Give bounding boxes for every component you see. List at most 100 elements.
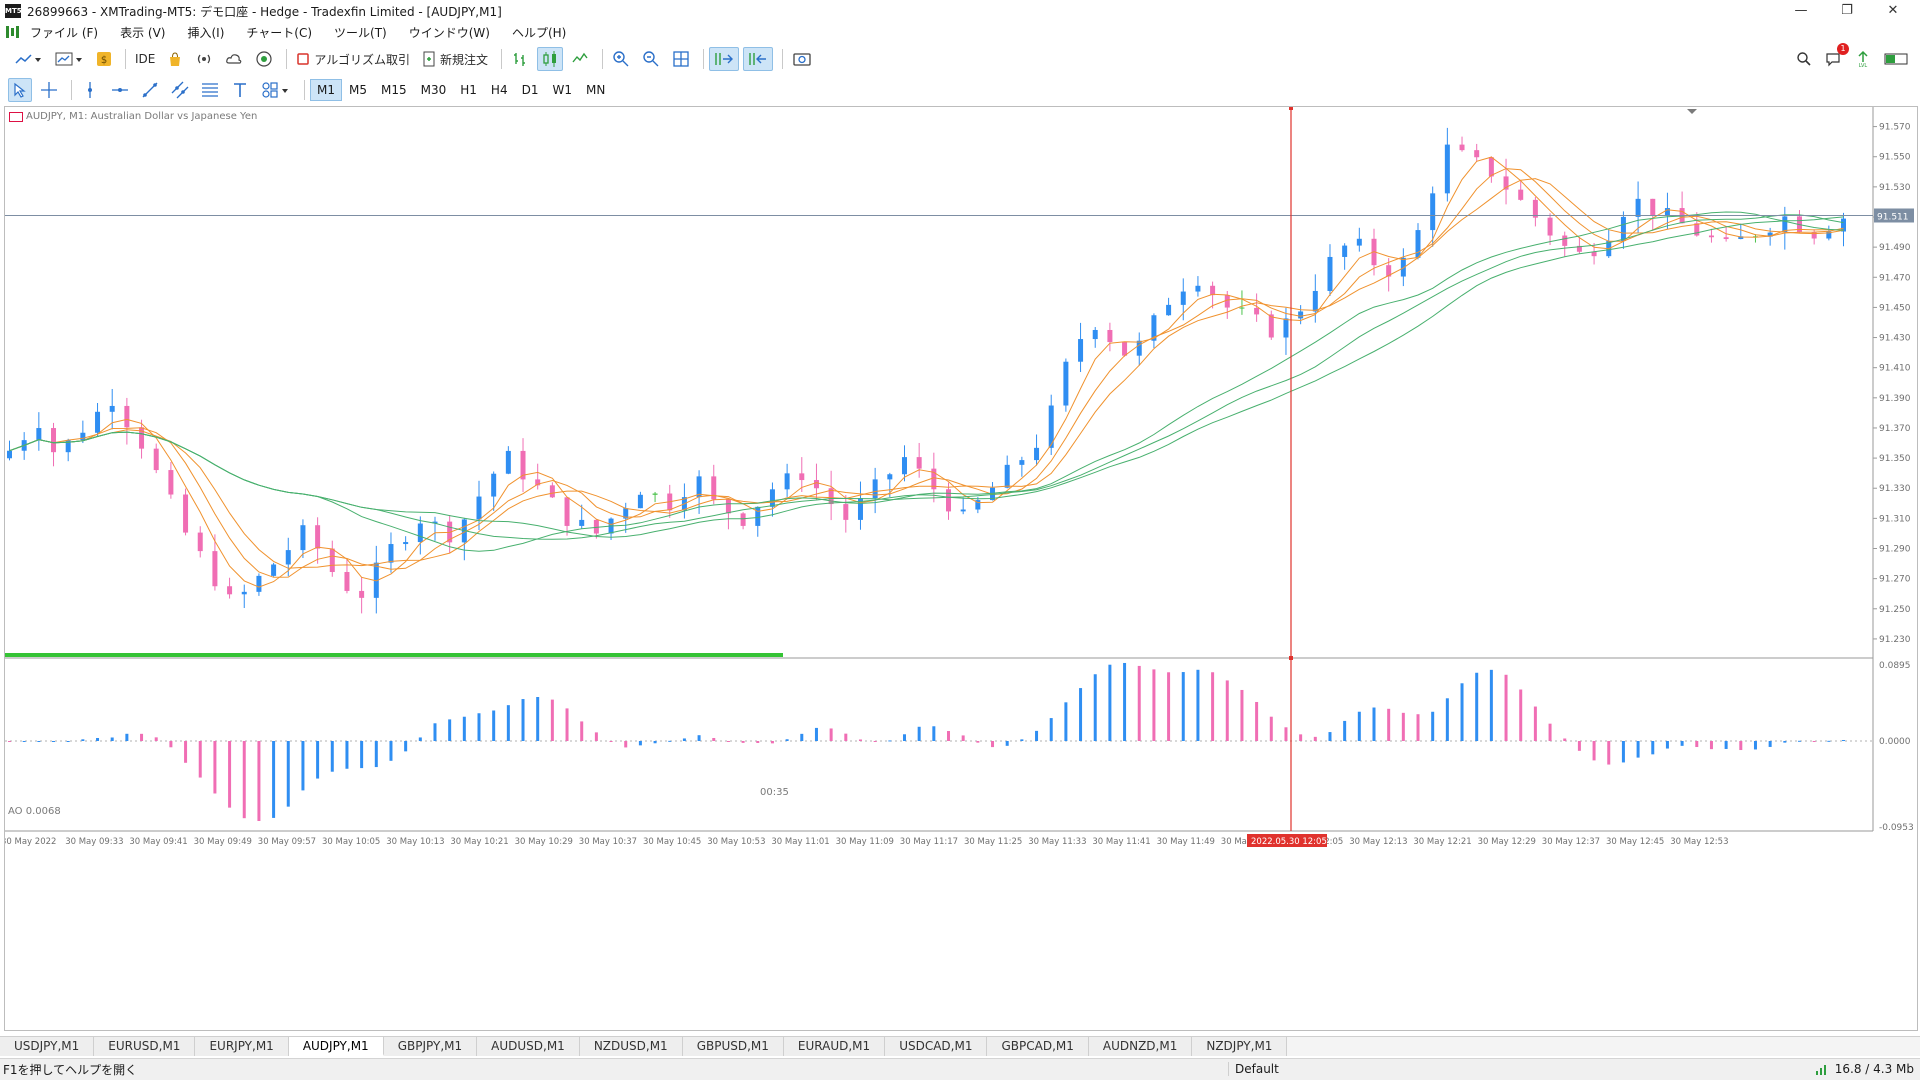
chart-window[interactable]: 91.57091.55091.53091.51091.49091.47091.4… — [4, 106, 1918, 1031]
candle-body — [828, 488, 834, 505]
timeframe-h4[interactable]: H4 — [490, 83, 508, 97]
market-bag-icon[interactable] — [163, 47, 187, 71]
ao-bar — [1533, 706, 1537, 741]
candle-body — [1620, 216, 1626, 242]
signals-icon[interactable] — [191, 47, 217, 71]
price-tick-label: 91.430 — [1879, 334, 1911, 344]
algo-trading-button[interactable]: アルゴリズム取引 — [292, 47, 414, 71]
tab-gbpjpy[interactable]: GBPJPY,M1 — [383, 1037, 478, 1056]
menu-chart[interactable]: チャート(C) — [246, 25, 313, 40]
timeframe-d1[interactable]: D1 — [521, 83, 539, 97]
price-tick-label: 91.410 — [1879, 364, 1911, 374]
line-chart-icon[interactable] — [567, 47, 593, 71]
menu-file[interactable]: ファイル (F) — [30, 25, 99, 40]
menu-insert[interactable]: 挿入(I) — [187, 25, 225, 40]
tab-audjpy[interactable]: AUDJPY,M1 — [288, 1037, 384, 1056]
crosshair-icon[interactable] — [36, 78, 62, 102]
search-icon[interactable] — [1792, 47, 1816, 71]
close-button[interactable]: ✕ — [1887, 3, 1899, 18]
ao-tick-label: 0.0000 — [1879, 737, 1911, 747]
shapes-menu-icon[interactable] — [257, 78, 295, 102]
chart-shift-icon[interactable] — [743, 47, 774, 71]
menu-help[interactable]: ヘルプ(H) — [511, 25, 567, 40]
candle-body — [1562, 235, 1568, 246]
vps-icon[interactable] — [251, 47, 277, 71]
ao-bar — [184, 741, 188, 763]
timeframe-m5[interactable]: M5 — [349, 83, 367, 97]
minimize-button[interactable]: — — [1794, 3, 1808, 18]
tab-audusd[interactable]: AUDUSD,M1 — [477, 1037, 580, 1056]
tab-eurjpy[interactable]: EURJPY,M1 — [195, 1037, 289, 1056]
candle-body — [652, 493, 658, 495]
tab-gbpusd[interactable]: GBPUSD,M1 — [682, 1037, 784, 1056]
timeframe-m30[interactable]: M30 — [420, 83, 447, 97]
timeframe-m15[interactable]: M15 — [381, 83, 407, 97]
dollar-icon[interactable]: $ — [92, 47, 116, 71]
candle-body — [1782, 216, 1788, 233]
templates-icon[interactable] — [50, 47, 88, 71]
maximize-button[interactable]: ❐ — [1841, 3, 1853, 18]
chart-menu-icon[interactable] — [6, 26, 20, 38]
menu-tools[interactable]: ツール(T) — [334, 25, 387, 40]
fibonacci-icon[interactable] — [197, 78, 223, 102]
candle-body — [1063, 361, 1069, 406]
candle-body — [1239, 307, 1245, 309]
candle-body — [227, 586, 233, 595]
candle-body — [476, 496, 482, 520]
timeframe-h1[interactable]: H1 — [460, 83, 477, 97]
ao-bar — [741, 741, 745, 743]
trend-line-icon[interactable] — [137, 78, 163, 102]
time-tick-label: 30 May 09:41 — [129, 837, 187, 847]
tab-nzdusd[interactable]: NZDUSD,M1 — [579, 1037, 683, 1056]
text-tool-icon[interactable] — [227, 78, 253, 102]
chart-symbol-icon[interactable] — [9, 111, 23, 122]
timeframe-w1[interactable]: W1 — [552, 83, 572, 97]
tab-audnzd[interactable]: AUDNZD,M1 — [1088, 1037, 1193, 1056]
candle-body — [593, 519, 599, 534]
tab-usdcad[interactable]: USDCAD,M1 — [885, 1037, 988, 1056]
equidistant-channel-icon[interactable] — [167, 78, 193, 102]
candle-body — [1386, 265, 1392, 277]
cursor-icon[interactable] — [8, 78, 32, 102]
ao-bar — [404, 741, 408, 752]
ao-bar — [345, 741, 349, 769]
tab-eurusd[interactable]: EURUSD,M1 — [94, 1037, 196, 1056]
new-order-button[interactable]: 新規注文 — [418, 47, 492, 71]
menu-view[interactable]: 表示 (V) — [120, 25, 166, 40]
candle-body — [197, 532, 203, 552]
candle-body — [1342, 245, 1348, 257]
new-order-label: 新規注文 — [440, 52, 489, 67]
tile-windows-icon[interactable] — [668, 47, 694, 71]
cloud-icon[interactable] — [221, 47, 247, 71]
bar-chart-icon[interactable] — [507, 47, 533, 71]
zoom-in-icon[interactable] — [608, 47, 634, 71]
candlestick-chart-icon[interactable] — [537, 47, 564, 71]
status-profile[interactable]: Default — [1228, 1062, 1279, 1076]
svg-text:$: $ — [101, 55, 107, 66]
tab-gbpcad[interactable]: GBPCAD,M1 — [987, 1037, 1089, 1056]
tab-euraud[interactable]: EURAUD,M1 — [783, 1037, 886, 1056]
signal-strength-icon[interactable]: LVL — [1850, 47, 1876, 71]
timeframe-mn[interactable]: MN — [585, 83, 606, 97]
vertical-line-icon[interactable] — [77, 78, 103, 102]
timeframe-m1[interactable]: M1 — [310, 79, 342, 101]
zoom-out-icon[interactable] — [638, 47, 664, 71]
horizontal-line-icon[interactable] — [107, 78, 133, 102]
candle-body — [1356, 238, 1362, 246]
screenshot-icon[interactable] — [788, 47, 816, 71]
ao-tick-label: 0.0895 — [1879, 661, 1911, 671]
time-tick-label: 30 May 12:53 — [1670, 837, 1728, 847]
menu-window[interactable]: ウインドウ(W) — [408, 25, 490, 40]
candle-body — [755, 506, 761, 526]
svg-text:LVL: LVL — [1859, 63, 1868, 68]
ao-bar — [1211, 672, 1215, 741]
auto-scroll-icon[interactable] — [709, 47, 740, 71]
tab-nzdjpy[interactable]: NZDJPY,M1 — [1192, 1037, 1288, 1056]
new-chart-icon[interactable] — [10, 47, 46, 71]
candle-body — [1811, 231, 1817, 239]
price-chart[interactable]: 91.57091.55091.53091.51091.49091.47091.4… — [5, 107, 1917, 1030]
notifications-icon[interactable]: 1 — [1820, 43, 1849, 71]
moving-average-line — [9, 214, 1844, 540]
ide-button[interactable]: IDE — [135, 52, 156, 66]
tab-usdjpy[interactable]: USDJPY,M1 — [0, 1037, 95, 1056]
